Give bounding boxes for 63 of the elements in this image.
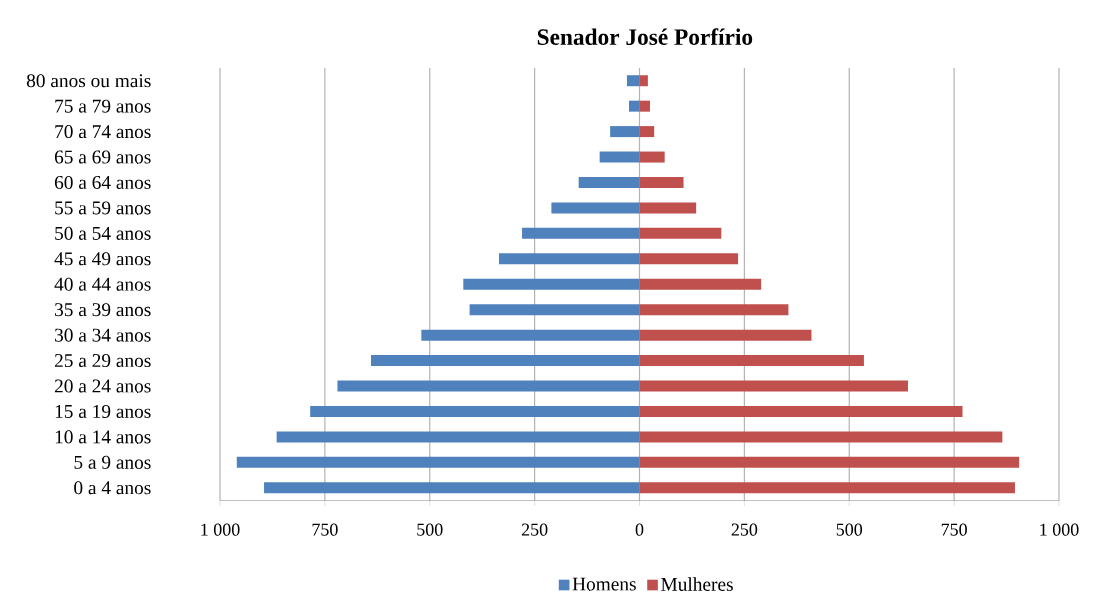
bar: [371, 355, 640, 367]
bar: [639, 380, 908, 392]
y-tick-label: 55 a 59 anos: [55, 201, 151, 215]
legend-label: Homens: [572, 577, 636, 591]
bar: [639, 151, 665, 163]
bar: [639, 329, 812, 341]
y-tick-label: 5 a 9 anos: [74, 455, 151, 469]
bar: [522, 227, 640, 239]
y-tick-label: 15 a 19 anos: [55, 404, 151, 418]
bar: [551, 202, 640, 214]
y-tick-label: 45 a 49 anos: [54, 252, 151, 266]
chart-title: Senador José Porfírio: [537, 28, 753, 45]
bar: [639, 278, 762, 290]
x-tick-label: 750: [312, 523, 338, 536]
bar: [498, 253, 640, 265]
bar: [629, 100, 640, 112]
x-tick-label: 1 000: [1040, 523, 1079, 536]
bar: [610, 126, 640, 138]
bar: [578, 176, 640, 188]
bar: [639, 304, 789, 316]
y-tick-label: 30 a 34 anos: [55, 328, 151, 342]
y-tick-label: 80 anos ou mais: [26, 74, 151, 88]
bar: [639, 126, 655, 138]
bar: [639, 202, 697, 214]
x-tick-label: 0: [635, 523, 644, 536]
bar: [599, 151, 640, 163]
bar: [639, 355, 864, 367]
bar: [639, 227, 722, 239]
x-tick-label: 250: [731, 523, 758, 536]
y-tick-label: 0 a 4 anos: [74, 481, 151, 495]
y-tick-label: 40 a 44 anos: [54, 277, 151, 291]
bar: [639, 75, 648, 87]
bar: [639, 456, 1020, 468]
bar: [310, 405, 640, 417]
bar: [463, 278, 640, 290]
x-tick-label: 500: [417, 523, 443, 536]
y-tick-label: 75 a 79 anos: [55, 99, 151, 113]
bar: [264, 482, 640, 494]
bar: [276, 431, 640, 443]
y-tick-label: 60 a 64 anos: [54, 175, 151, 189]
legend-label: Mulheres: [661, 577, 733, 591]
bar: [639, 100, 650, 112]
bar: [421, 329, 640, 341]
x-tick-label: 1 000: [201, 523, 240, 536]
bar: [639, 176, 684, 188]
y-tick-label: 65 a 69 anos: [54, 150, 151, 164]
x-tick-label: 500: [836, 523, 863, 536]
y-tick-label: 25 a 29 anos: [54, 354, 151, 368]
y-tick-label: 50 a 54 anos: [55, 226, 151, 240]
bar: [639, 482, 1015, 494]
bar: [236, 456, 640, 468]
y-tick-label: 35 a 39 anos: [55, 303, 151, 317]
bar: [639, 431, 1003, 443]
bar: [337, 380, 640, 392]
bar: [639, 405, 963, 417]
y-tick-label: 20 a 24 anos: [54, 379, 151, 393]
bar: [639, 253, 739, 265]
bar: [626, 75, 640, 87]
x-tick-label: 250: [521, 523, 548, 536]
bar: [469, 304, 640, 316]
y-tick-label: 70 a 74 anos: [55, 125, 151, 139]
y-tick-label: 10 a 14 anos: [55, 430, 151, 444]
x-tick-label: 750: [941, 523, 967, 536]
